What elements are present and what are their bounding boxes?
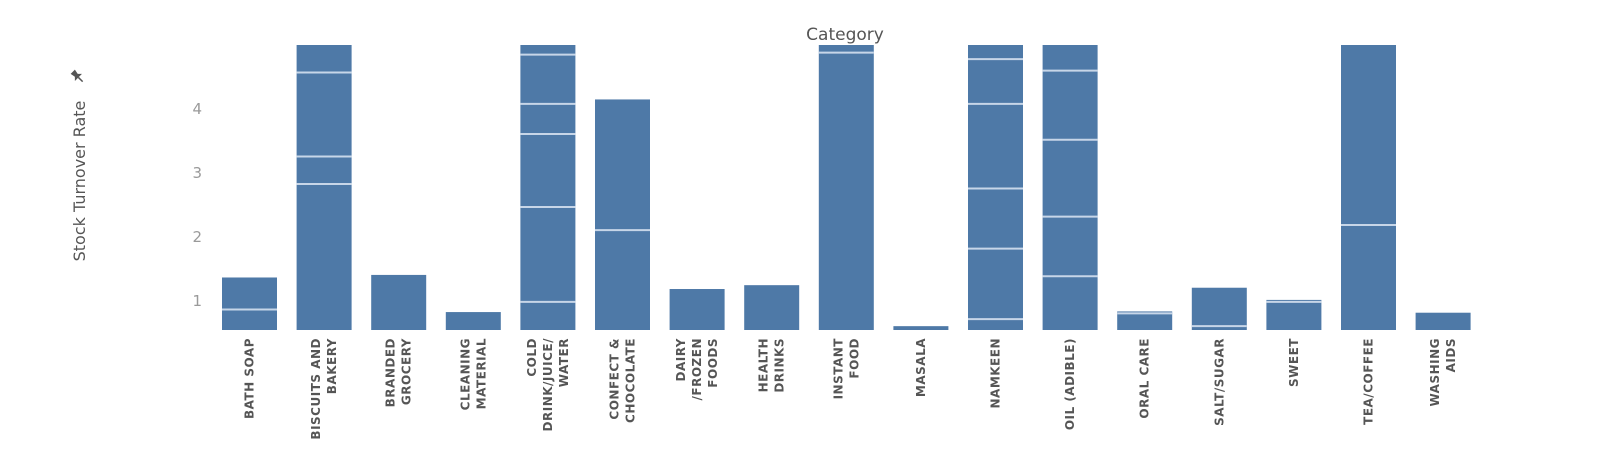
y-axis-title-group: Stock Turnover Rate bbox=[70, 101, 89, 262]
category-label-line: HEALTH bbox=[757, 338, 771, 392]
bar[interactable] bbox=[1117, 311, 1173, 330]
y-tick-label: 2 bbox=[192, 228, 202, 246]
bar[interactable] bbox=[296, 45, 352, 330]
category-label: BISCUITS AND BAKERY bbox=[309, 338, 339, 440]
bar-group bbox=[744, 285, 800, 330]
bar-group bbox=[893, 326, 949, 330]
category-label: HEALTH DRINKS bbox=[757, 338, 787, 393]
category-label-line: CLEANING bbox=[458, 338, 472, 410]
category-label-line: BATH SOAP bbox=[243, 338, 257, 419]
category-label: WASHING AIDS bbox=[1428, 338, 1458, 407]
category-label-line: GROCERY bbox=[400, 338, 414, 405]
bar[interactable] bbox=[595, 99, 650, 330]
bar-group bbox=[296, 45, 352, 330]
category-label: MASALA bbox=[914, 338, 928, 397]
bar-group bbox=[818, 45, 874, 330]
bar[interactable] bbox=[520, 45, 576, 330]
category-label-line: SALT/SUGAR bbox=[1212, 338, 1226, 426]
bar-group bbox=[371, 274, 427, 330]
bar-group bbox=[222, 277, 277, 330]
category-label-line: INSTANT bbox=[831, 338, 845, 400]
bar[interactable] bbox=[1042, 45, 1098, 330]
category-label: DAIRY/FROZEN FOODS bbox=[674, 338, 720, 400]
category-label: BRANDED GROCERY bbox=[384, 338, 414, 407]
category-label: INSTANT FOOD bbox=[831, 338, 861, 400]
bar-group bbox=[1117, 311, 1173, 330]
bar-group bbox=[595, 99, 650, 330]
category-label-line: DRINK/JUICE/ bbox=[541, 338, 555, 432]
y-axis-title: Stock Turnover Rate bbox=[70, 101, 89, 262]
bar-group bbox=[520, 45, 576, 330]
category-label: COLD DRINK/JUICE/WATER bbox=[525, 338, 571, 432]
bar[interactable] bbox=[445, 312, 501, 330]
category-label: OIL (ADIBLE) bbox=[1063, 338, 1077, 430]
y-tick-label: 3 bbox=[192, 164, 202, 182]
category-label-line: BRANDED bbox=[384, 338, 398, 407]
category-label-line: FOODS bbox=[706, 338, 720, 388]
bar[interactable] bbox=[893, 326, 949, 330]
category-label-line: MATERIAL bbox=[474, 338, 488, 409]
category-label: SALT/SUGAR bbox=[1212, 338, 1226, 426]
category-label-line: DRINKS bbox=[773, 338, 787, 393]
category-label-line: NAMKEEN bbox=[989, 338, 1003, 409]
bar[interactable] bbox=[1191, 287, 1247, 330]
bar[interactable] bbox=[818, 45, 874, 330]
category-label-line: BISCUITS AND bbox=[309, 338, 323, 440]
category-label-line: DAIRY bbox=[674, 338, 688, 382]
bar-group bbox=[968, 45, 1023, 330]
category-label-line: COLD bbox=[525, 338, 539, 377]
bar[interactable] bbox=[669, 289, 725, 330]
category-label-line: ORAL CARE bbox=[1138, 338, 1152, 419]
category-label-line: AIDS bbox=[1444, 338, 1458, 372]
category-label: NAMKEEN bbox=[989, 338, 1003, 409]
category-label: ORAL CARE bbox=[1138, 338, 1152, 419]
bar-group bbox=[1415, 312, 1471, 330]
category-label-line: /FROZEN bbox=[690, 338, 704, 400]
bar[interactable] bbox=[1341, 45, 1396, 330]
x-axis-labels: BATH SOAP BISCUITS AND BAKERY BRANDED GROCER… bbox=[243, 338, 1459, 440]
bar[interactable] bbox=[222, 277, 277, 330]
bar[interactable] bbox=[744, 285, 800, 330]
bars-layer bbox=[222, 45, 1471, 330]
category-label: CLEANING MATERIAL bbox=[458, 338, 488, 410]
y-axis-ticks: 1 2 3 4 bbox=[192, 100, 202, 310]
category-label-line: SWEET bbox=[1287, 338, 1301, 387]
bar-group bbox=[1341, 45, 1396, 330]
chart-title: Category bbox=[806, 25, 884, 45]
category-label-line: WASHING bbox=[1428, 338, 1442, 407]
category-label: TEA/COFFEE bbox=[1362, 338, 1376, 425]
category-label: CONFECT & CHOCOLATE bbox=[608, 338, 638, 423]
y-tick-label: 4 bbox=[192, 100, 202, 118]
category-label: SWEET bbox=[1287, 338, 1301, 387]
category-label-line: FOOD bbox=[847, 338, 861, 379]
category-label-line: WATER bbox=[557, 338, 571, 387]
bar-group bbox=[1042, 45, 1098, 330]
bar[interactable] bbox=[371, 274, 427, 330]
bar-group bbox=[669, 289, 725, 330]
bar[interactable] bbox=[1266, 299, 1322, 330]
bar-group bbox=[1266, 299, 1322, 330]
category-label-line: CHOCOLATE bbox=[624, 338, 638, 423]
category-label-line: BAKERY bbox=[325, 338, 339, 394]
bar-group bbox=[445, 312, 501, 330]
category-label-line: MASALA bbox=[914, 338, 928, 397]
category-label: BATH SOAP bbox=[243, 338, 257, 419]
category-label-line: CONFECT & bbox=[608, 338, 622, 420]
category-label-line: TEA/COFFEE bbox=[1362, 338, 1376, 425]
y-tick-label: 1 bbox=[192, 292, 202, 310]
category-label-line: OIL (ADIBLE) bbox=[1063, 338, 1077, 430]
bar[interactable] bbox=[1415, 312, 1471, 330]
bar-group bbox=[1191, 287, 1247, 330]
pin-icon[interactable] bbox=[69, 68, 86, 85]
